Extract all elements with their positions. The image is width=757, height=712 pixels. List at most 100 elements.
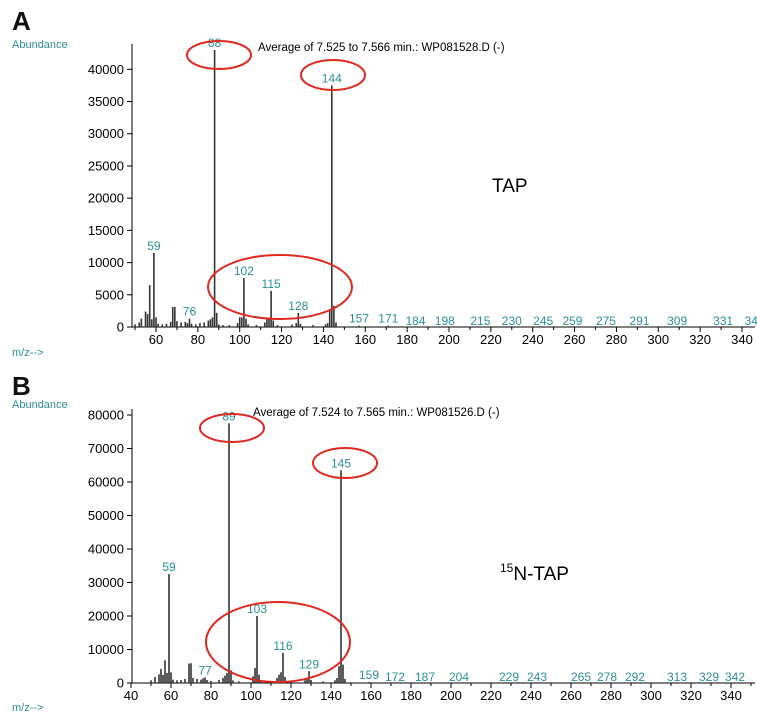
x-tick-label: 100 [240, 688, 262, 703]
peak-label: 172 [385, 670, 405, 684]
peak-label: 184 [405, 314, 425, 328]
peak-label: 313 [667, 670, 687, 684]
peak-label: 198 [435, 314, 455, 328]
x-axis-title: m/z--> [12, 347, 43, 359]
peak-label: 342 [725, 670, 745, 684]
spectrum-header: Average of 7.524 to 7.565 min.: WP081526… [253, 407, 500, 419]
x-tick-label: 320 [680, 688, 702, 703]
peak-label: 187 [415, 670, 435, 684]
x-tick-label: 220 [480, 688, 502, 703]
peak-label: 275 [596, 314, 616, 328]
peak-label: 89 [222, 409, 236, 423]
y-tick-label: 40000 [88, 542, 124, 557]
x-tick-label: 60 [164, 688, 178, 703]
x-tick-label: 200 [440, 688, 462, 703]
highlight-circle [312, 447, 378, 479]
highlight-circle [186, 40, 252, 70]
peak-label: 116 [273, 639, 292, 653]
peak-label: 102 [234, 264, 254, 278]
peak-label: 88 [208, 36, 222, 50]
peak-label: 204 [449, 670, 469, 684]
peak-label: 346 [745, 314, 757, 328]
peak-label: 128 [288, 299, 308, 313]
peak-label: 265 [571, 670, 591, 684]
peak-label: 309 [667, 314, 687, 328]
x-tick-label: 180 [400, 688, 422, 703]
y-tick-label: 50000 [88, 508, 124, 523]
spectrum-panel-a: A Abundance m/z--> Average of 7.525 to 7.56… [12, 6, 757, 359]
highlight-circle [199, 413, 265, 443]
y-tick-label: 30000 [88, 126, 124, 141]
y-tick-label: 60000 [88, 475, 124, 490]
annotation-text: N-TAP [513, 564, 569, 585]
x-tick-label: 300 [647, 332, 669, 347]
x-tick-label: 260 [564, 332, 586, 347]
x-tick-label: 120 [280, 688, 302, 703]
x-tick-label: 200 [438, 332, 460, 347]
peak-label: 329 [699, 670, 719, 684]
y-tick-label: 25000 [88, 158, 124, 173]
y-tick-label: 20000 [88, 191, 124, 206]
annotation-superscript: 15 [500, 561, 514, 575]
y-axis-title: Abundance [12, 399, 68, 411]
peak-label: 77 [198, 663, 212, 677]
y-tick-label: 5000 [95, 287, 124, 302]
x-tick-label: 40 [124, 688, 138, 703]
x-tick-label: 160 [360, 688, 382, 703]
peak-label: 76 [183, 305, 197, 319]
x-tick-label: 100 [229, 332, 251, 347]
highlight-circle [300, 59, 366, 91]
x-tick-label: 340 [720, 688, 742, 703]
y-tick-label: 0 [117, 320, 124, 335]
peak-label: 230 [502, 314, 522, 328]
x-tick-label: 180 [396, 332, 418, 347]
peak-label: 59 [162, 560, 176, 574]
y-tick-label: 10000 [88, 255, 124, 270]
compound-annotation: TAP [492, 176, 528, 197]
y-tick-label: 30000 [88, 575, 124, 590]
x-tick-label: 220 [480, 332, 502, 347]
panel-label: A [12, 6, 31, 36]
highlight-circle [205, 601, 351, 683]
peak-label: 215 [470, 314, 490, 328]
y-tick-label: 40000 [88, 62, 124, 77]
peak-label: 145 [331, 456, 351, 470]
y-axis-title: Abundance [12, 39, 68, 51]
y-tick-label: 80000 [88, 408, 124, 423]
x-tick-label: 80 [191, 332, 205, 347]
x-axis-title: m/z--> [12, 702, 43, 712]
x-tick-label: 280 [600, 688, 622, 703]
x-tick-label: 140 [320, 688, 342, 703]
y-tick-label: 20000 [88, 609, 124, 624]
peak-label: 229 [499, 670, 519, 684]
peak-label: 144 [322, 71, 342, 85]
x-tick-label: 120 [271, 332, 293, 347]
x-tick-label: 240 [522, 332, 544, 347]
peak-label: 59 [147, 239, 161, 253]
x-tick-label: 260 [560, 688, 582, 703]
compound-annotation: 15N-TAP [500, 561, 569, 585]
peak-label: 159 [359, 668, 379, 682]
x-tick-label: 160 [354, 332, 376, 347]
peak-label: 243 [527, 670, 547, 684]
x-tick-label: 340 [731, 332, 753, 347]
x-tick-label: 80 [204, 688, 218, 703]
peak-label: 157 [349, 312, 369, 326]
x-tick-label: 240 [520, 688, 542, 703]
peak-label: 259 [562, 314, 582, 328]
y-tick-label: 0 [117, 676, 124, 691]
x-tick-label: 300 [640, 688, 662, 703]
peak-label: 129 [299, 657, 319, 671]
highlight-circle [207, 254, 353, 320]
y-tick-label: 15000 [88, 223, 124, 238]
x-tick-label: 320 [689, 332, 711, 347]
peak-label: 278 [597, 670, 617, 684]
x-tick-label: 60 [149, 332, 163, 347]
y-tick-label: 35000 [88, 94, 124, 109]
x-tick-label: 140 [313, 332, 335, 347]
y-tick-label: 70000 [88, 441, 124, 456]
peak-label: 331 [713, 314, 733, 328]
peak-label: 171 [378, 312, 398, 326]
